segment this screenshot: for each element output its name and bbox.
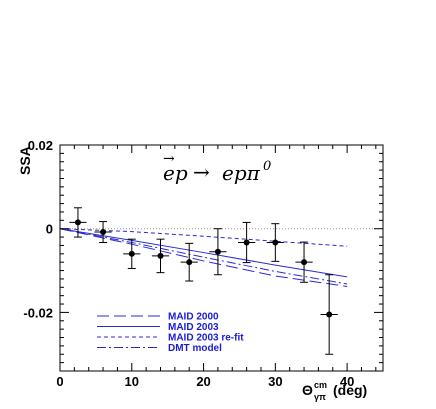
data-point: [243, 239, 250, 246]
x-axis-label: Θ cm γπ (deg): [302, 380, 367, 402]
y-tick-label: -0.02: [23, 305, 53, 320]
data-point: [301, 259, 308, 266]
title-arrow: →: [193, 160, 210, 184]
x-tick-label: 0: [56, 374, 63, 389]
title-rhs: epπ: [222, 161, 261, 185]
series-line-2: [59, 228, 348, 278]
x-axis-unit: (deg): [333, 382, 367, 398]
data-point: [128, 250, 135, 257]
series-line-1: [59, 228, 348, 287]
title-lhs: ep: [163, 161, 188, 185]
x-axis-symbol: Θ: [302, 382, 313, 398]
legend-label-3: MAID 2003 re-fit: [168, 333, 244, 344]
series-line-3: [59, 228, 348, 247]
legend-label-2: MAID 2003: [168, 322, 219, 333]
title-vector-arrow: →: [163, 151, 175, 167]
data-point: [326, 311, 333, 318]
model-curves: [59, 228, 348, 287]
x-tick-label: 10: [125, 374, 139, 389]
data-points: [69, 207, 338, 355]
axes: 0 10 20 30 40 0.02 0 -0.02: [23, 138, 383, 389]
data-point: [157, 252, 164, 259]
y-tick-label: 0.02: [28, 138, 53, 153]
data-point: [74, 219, 81, 226]
title-rhs-superscript: 0: [263, 159, 271, 174]
x-axis-superscript: cm: [314, 380, 327, 390]
data-point: [272, 239, 279, 246]
x-axis-subscript: γπ: [314, 392, 326, 402]
x-tick-label: 20: [196, 374, 210, 389]
series-line-4: [59, 228, 348, 285]
data-point: [214, 248, 221, 255]
legend-label-1: MAID 2000: [168, 312, 219, 323]
x-tick-label: 40: [340, 374, 354, 389]
legend-label-4: DMT model: [168, 343, 222, 354]
plot-frame: [59, 144, 384, 372]
chart-title: → ep → epπ 0: [163, 151, 271, 185]
data-point: [100, 229, 107, 236]
x-tick-label: 30: [268, 374, 282, 389]
y-axis-label: SSA: [17, 146, 33, 175]
y-tick-label: 0: [46, 222, 53, 237]
data-point: [186, 259, 193, 266]
